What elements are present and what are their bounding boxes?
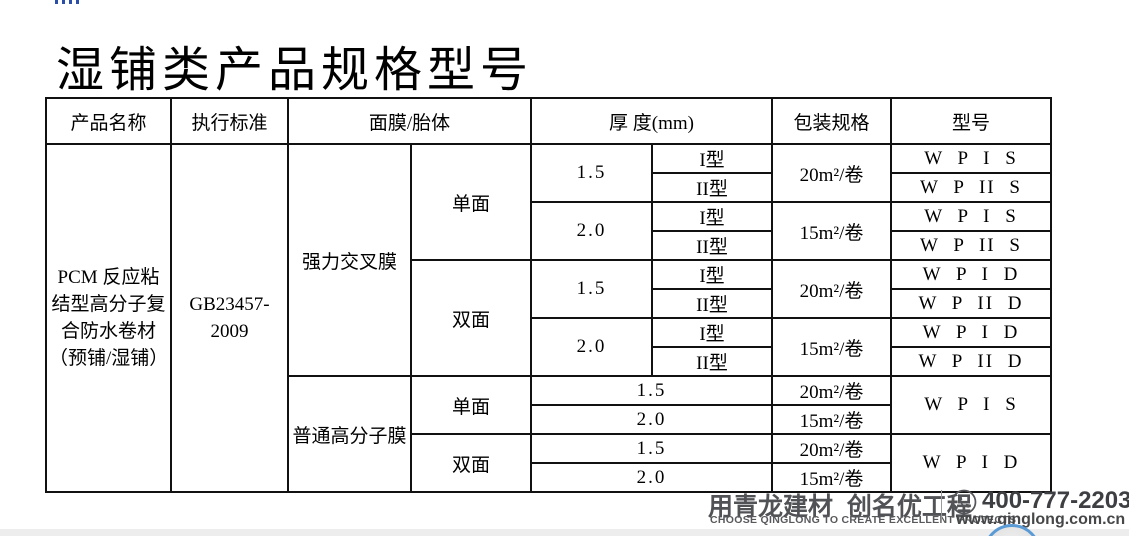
cell-type: II型 bbox=[651, 172, 773, 203]
header-thickness: 厚 度(mm) bbox=[530, 97, 773, 145]
cell-thickness: 1.5 bbox=[530, 433, 773, 464]
table-row: II型 W P II S bbox=[46, 172, 1052, 203]
cell-product-name: PCM 反应粘结型高分子复合防水卷材（预铺/湿铺） bbox=[45, 143, 172, 493]
clipped-blue-text-fragment bbox=[55, 0, 79, 4]
cell-model: W P I S bbox=[890, 201, 1052, 232]
cell-face: 双面 bbox=[410, 259, 532, 377]
cell-model: W P I S bbox=[890, 143, 1052, 174]
cell-thickness: 2.0 bbox=[530, 317, 653, 377]
cell-model: W P II D bbox=[890, 288, 1052, 319]
footer-divider bbox=[941, 490, 942, 523]
cell-standard: GB23457-2009 bbox=[170, 143, 289, 493]
cell-type: I型 bbox=[651, 317, 773, 348]
cell-type: I型 bbox=[651, 143, 773, 174]
cell-model: W P II S bbox=[890, 172, 1052, 203]
cell-model: W P I D bbox=[890, 433, 1052, 493]
header-product-name: 产品名称 bbox=[45, 97, 172, 145]
cell-thickness: 2.0 bbox=[530, 462, 773, 493]
cell-type: I型 bbox=[651, 259, 773, 290]
cell-type: I型 bbox=[651, 201, 773, 232]
cell-thickness: 1.5 bbox=[530, 259, 653, 319]
footer-slogan-en: CHOOSE QINGLONG TO CREATE EXCELLENT PROJ… bbox=[710, 514, 1017, 526]
table-row: 2.0 I型 15m²/卷 W P I S bbox=[46, 201, 1052, 261]
table-row: PCM 反应粘结型高分子复合防水卷材（预铺/湿铺） GB23457-2009 强… bbox=[45, 143, 1052, 493]
cell-packaging: 15m²/卷 bbox=[771, 317, 892, 377]
cell-packaging: 20m²/卷 bbox=[771, 259, 892, 319]
table-row: 2.0 I型 15m²/卷 W P I D bbox=[46, 317, 1052, 377]
table-row: 普通高分子膜 单面 1.5 20m²/卷 W P I S bbox=[46, 375, 1052, 493]
cell-face: 单面 bbox=[410, 143, 532, 261]
cell-type: II型 bbox=[651, 346, 773, 377]
cell-model: W P I D bbox=[890, 259, 1052, 290]
bottom-gray-bar bbox=[0, 529, 1129, 536]
header-membrane: 面膜/胎体 bbox=[287, 97, 532, 145]
footer-phone-number: 400-777-2203 bbox=[982, 487, 1129, 514]
cell-thickness: 2.0 bbox=[530, 404, 773, 435]
cell-type: II型 bbox=[651, 288, 773, 319]
table-row: II型 W P II D bbox=[46, 346, 1052, 377]
cell-packaging: 15m²/卷 bbox=[771, 201, 892, 261]
cell-thickness: 1.5 bbox=[530, 375, 773, 406]
header-standard: 执行标准 bbox=[170, 97, 289, 145]
cell-packaging: 15m²/卷 bbox=[771, 462, 892, 493]
phone-icon bbox=[951, 489, 977, 515]
cell-membrane: 普通高分子膜 bbox=[287, 375, 412, 493]
cell-model: W P I S bbox=[890, 375, 1052, 435]
cell-packaging: 20m²/卷 bbox=[771, 143, 892, 203]
footer-slogan-cn: 用青龙建材 创名优工程 bbox=[708, 493, 972, 521]
table-row: 双面 1.5 I型 20m²/卷 W P I D bbox=[46, 259, 1052, 377]
cell-face: 单面 bbox=[410, 375, 532, 435]
cell-type: II型 bbox=[651, 230, 773, 261]
table-row: 2.0 15m²/卷 bbox=[46, 462, 1051, 493]
cell-model: W P II D bbox=[890, 346, 1052, 377]
cell-face: 双面 bbox=[410, 433, 532, 493]
table-row: II型 W P II S bbox=[46, 230, 1052, 261]
table-row: 双面 1.5 20m²/卷 W P I D bbox=[46, 433, 1052, 493]
cell-model: W P I D bbox=[890, 317, 1052, 348]
cell-model: W P II S bbox=[890, 230, 1052, 261]
cell-thickness: 2.0 bbox=[530, 201, 653, 261]
cell-thickness: 1.5 bbox=[530, 143, 653, 203]
table-header-row: 产品名称 执行标准 面膜/胎体 厚 度(mm) 包装规格 型号 bbox=[45, 97, 1052, 145]
table-row: II型 W P II D bbox=[46, 288, 1052, 319]
table-row: 2.0 15m²/卷 bbox=[46, 404, 1051, 435]
footer-website: www.qinglong.com.cn bbox=[956, 511, 1126, 528]
cell-packaging: 20m²/卷 bbox=[771, 375, 892, 406]
page-title: 湿铺类产品规格型号 bbox=[56, 44, 534, 97]
cell-packaging: 15m²/卷 bbox=[771, 404, 892, 435]
header-model: 型号 bbox=[890, 97, 1052, 145]
cell-membrane: 强力交叉膜 bbox=[287, 143, 412, 377]
header-packaging: 包装规格 bbox=[771, 97, 892, 145]
cell-packaging: 20m²/卷 bbox=[771, 433, 892, 464]
spec-table: 产品名称 执行标准 面膜/胎体 厚 度(mm) 包装规格 型号 PCM 反应粘结… bbox=[45, 97, 1052, 493]
